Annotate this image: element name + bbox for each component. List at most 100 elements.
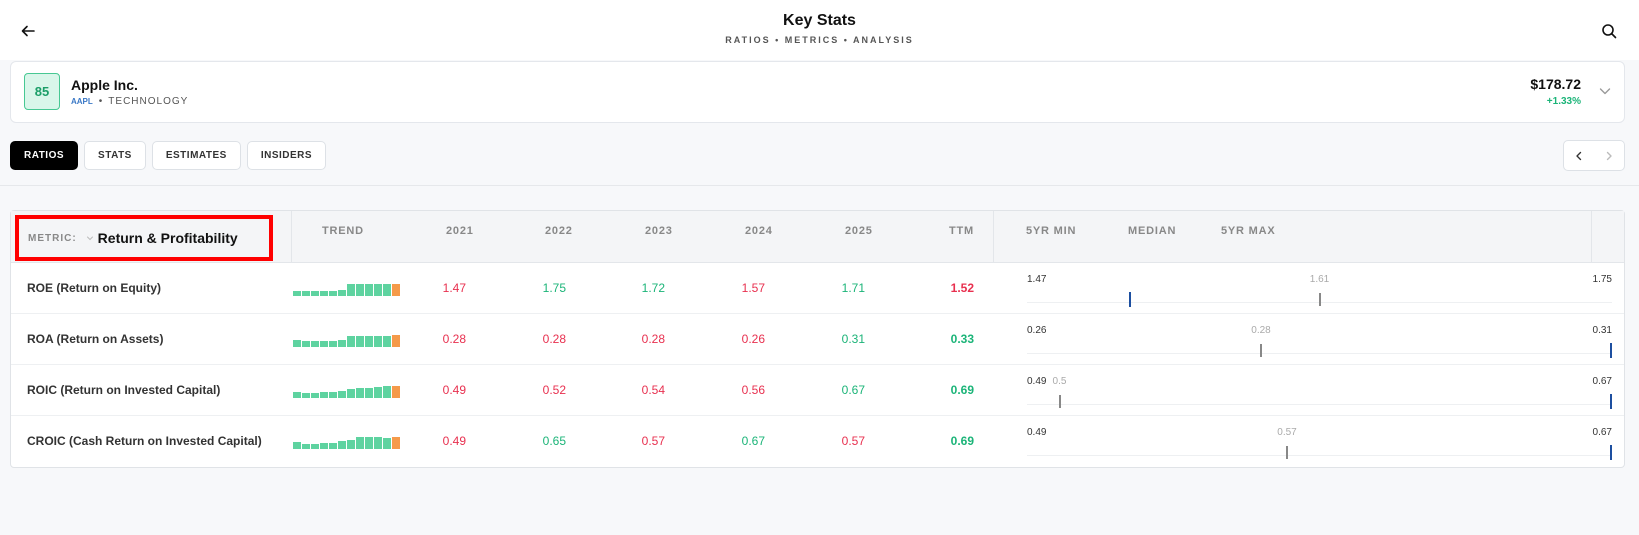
trend-bar bbox=[302, 291, 310, 296]
company-card[interactable]: 85 Apple Inc. AAPL • TECHNOLOGY $178.72 … bbox=[10, 61, 1625, 123]
company-name: Apple Inc. bbox=[71, 77, 138, 93]
row-value-2022: 0.52 bbox=[542, 383, 566, 397]
trend-bar bbox=[374, 284, 382, 296]
header-separator bbox=[1591, 211, 1592, 263]
range-indicator: 0.49 0.5 0.67 bbox=[1017, 376, 1612, 412]
trend-bar bbox=[347, 389, 355, 398]
row-value-2023: 1.72 bbox=[641, 281, 665, 295]
row-value-2023: 0.54 bbox=[641, 383, 665, 397]
trend-bar bbox=[365, 437, 373, 449]
ttm-marker bbox=[1610, 445, 1612, 460]
col-2022: 2022 bbox=[545, 225, 573, 237]
range-median: 0.5 bbox=[1052, 376, 1067, 387]
trend-bar bbox=[392, 386, 400, 398]
range-indicator: 1.47 1.61 1.75 bbox=[1017, 274, 1612, 310]
trend-bar bbox=[320, 392, 328, 398]
row-value-2021: 0.49 bbox=[442, 434, 466, 448]
range-max: 0.31 bbox=[1592, 325, 1612, 336]
row-value-2024: 1.57 bbox=[741, 281, 765, 295]
row-value-2021: 0.49 bbox=[442, 383, 466, 397]
trend-bar bbox=[302, 341, 310, 347]
range-min: 0.49 bbox=[1027, 427, 1047, 438]
range-median: 0.57 bbox=[1277, 427, 1297, 438]
range-min: 0.26 bbox=[1027, 325, 1047, 336]
col-2024: 2024 bbox=[745, 225, 773, 237]
row-value-ttm: 0.33 bbox=[950, 332, 974, 346]
score-badge: 85 bbox=[24, 73, 60, 110]
trend-sparkline bbox=[293, 280, 413, 296]
page-subtitle: RATIOS • METRICS • ANALYSIS bbox=[725, 35, 914, 45]
row-value-2025: 0.31 bbox=[841, 332, 865, 346]
row-value-2022: 1.75 bbox=[542, 281, 566, 295]
ttm-marker bbox=[1129, 292, 1132, 307]
chevron-down-icon[interactable] bbox=[1596, 82, 1614, 100]
metric-value: Return & Profitability bbox=[97, 230, 238, 246]
trend-bar bbox=[392, 284, 400, 296]
trend-bar bbox=[311, 341, 319, 347]
trend-bar bbox=[356, 388, 364, 398]
price-change: +1.33% bbox=[1546, 96, 1581, 107]
section-divider bbox=[0, 185, 1639, 186]
table-row[interactable]: ROE (Return on Equity) 1.47 1.75 1.72 1.57 1.… bbox=[11, 263, 1624, 314]
col-5yr-max: 5YR MAX bbox=[1221, 225, 1276, 237]
trend-sparkline bbox=[293, 433, 413, 449]
median-marker bbox=[1058, 395, 1061, 408]
row-metric-name: CROIC (Cash Return on Invested Capital) bbox=[27, 434, 262, 448]
trend-bar bbox=[383, 336, 391, 347]
trend-bar bbox=[383, 284, 391, 296]
table-row[interactable]: ROIC (Return on Invested Capital) 0.49 0.5… bbox=[11, 365, 1624, 416]
table-row[interactable]: CROIC (Cash Return on Invested Capital) 0… bbox=[11, 416, 1624, 467]
trend-bar bbox=[338, 290, 346, 296]
trend-sparkline bbox=[293, 331, 413, 347]
trend-bar bbox=[392, 437, 400, 449]
page-title: Key Stats bbox=[783, 12, 856, 29]
metric-dropdown[interactable]: METRIC: Return & Profitability bbox=[15, 215, 273, 261]
col-trend: TREND bbox=[322, 225, 364, 237]
trend-bar bbox=[320, 341, 328, 347]
price: $178.72 bbox=[1530, 76, 1581, 92]
range-median: 1.61 bbox=[1309, 274, 1330, 285]
arrow-left-icon[interactable] bbox=[16, 19, 40, 43]
chevron-right-icon[interactable] bbox=[1594, 141, 1624, 170]
tab-ratios[interactable]: RATIOS bbox=[10, 141, 79, 170]
trend-bar bbox=[356, 437, 364, 449]
range-max: 1.75 bbox=[1592, 274, 1612, 285]
trend-bar bbox=[293, 392, 301, 398]
row-value-2021: 0.28 bbox=[442, 332, 466, 346]
title-block: Key Stats RATIOS • METRICS • ANALYSIS bbox=[0, 12, 1639, 45]
sector: TECHNOLOGY bbox=[108, 96, 189, 107]
chevron-left-icon[interactable] bbox=[1564, 141, 1594, 170]
search-icon[interactable] bbox=[1597, 19, 1621, 43]
trend-bar bbox=[329, 443, 337, 449]
trend-bar bbox=[356, 284, 364, 296]
col-ttm: TTM bbox=[949, 225, 975, 237]
row-value-2021: 1.47 bbox=[442, 281, 466, 295]
table-header: METRIC: Return & Profitability TREND 202… bbox=[11, 211, 1624, 263]
table-row[interactable]: ROA (Return on Assets) 0.28 0.28 0.28 0.26 0.… bbox=[11, 314, 1624, 365]
col-median: MEDIAN bbox=[1128, 225, 1177, 237]
tab-estimates[interactable]: ESTIMATES bbox=[151, 141, 241, 170]
trend-bar bbox=[338, 391, 346, 398]
row-value-ttm: 0.69 bbox=[950, 434, 974, 448]
tab-insiders[interactable]: INSIDERS bbox=[246, 141, 327, 170]
trend-bar bbox=[365, 284, 373, 296]
row-metric-name: ROA (Return on Assets) bbox=[27, 332, 164, 346]
trend-bar bbox=[311, 444, 319, 449]
range-min: 0.49 bbox=[1027, 376, 1047, 387]
median-marker bbox=[1318, 293, 1321, 306]
range-max: 0.67 bbox=[1592, 376, 1612, 387]
trend-bar bbox=[392, 335, 400, 347]
tab-stats[interactable]: STATS bbox=[84, 141, 146, 170]
trend-bar bbox=[365, 336, 373, 347]
trend-bar bbox=[311, 393, 319, 398]
header-separator bbox=[291, 211, 292, 263]
median-marker bbox=[1260, 344, 1262, 357]
trend-bar bbox=[293, 340, 301, 347]
median-marker bbox=[1286, 446, 1288, 459]
trend-bar bbox=[374, 336, 382, 347]
range-track bbox=[1027, 353, 1612, 354]
row-value-ttm: 0.69 bbox=[950, 383, 974, 397]
trend-bar bbox=[293, 442, 301, 449]
pager bbox=[1563, 140, 1625, 171]
range-median: 0.28 bbox=[1251, 325, 1271, 336]
